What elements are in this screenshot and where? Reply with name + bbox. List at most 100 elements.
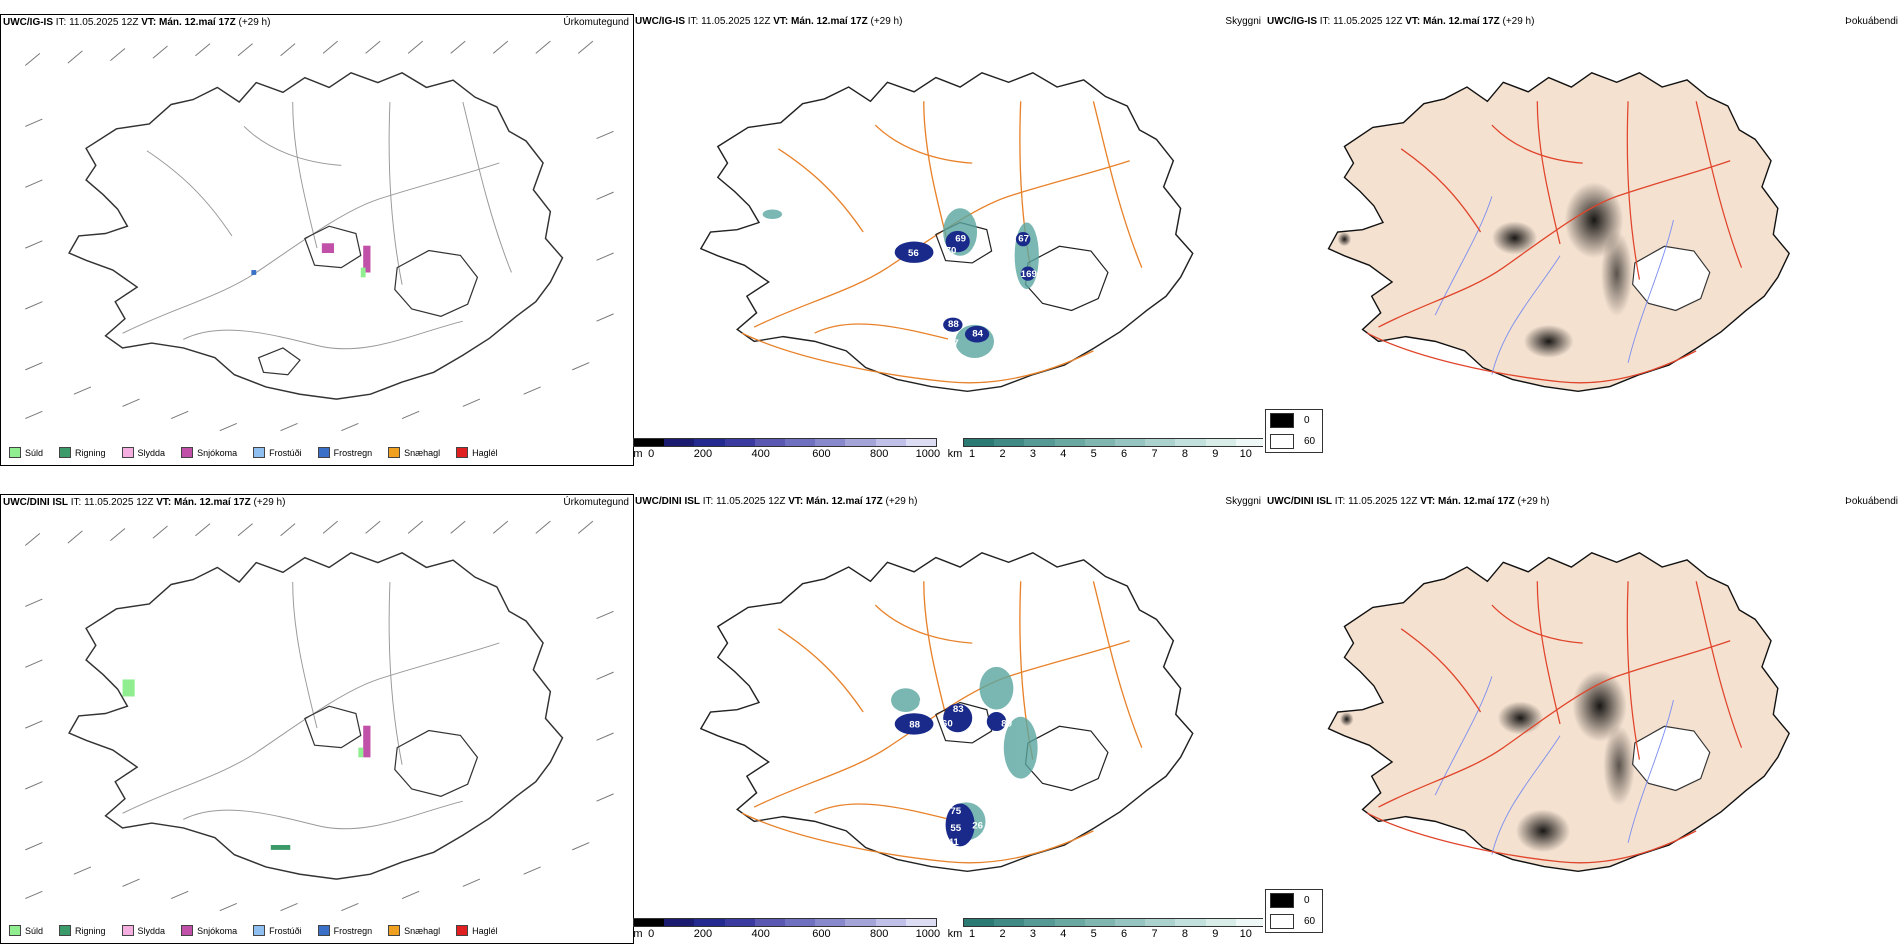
svg-text:169: 169 bbox=[1021, 269, 1037, 280]
colorbar-cell bbox=[1145, 919, 1176, 926]
svg-text:80: 80 bbox=[1001, 718, 1012, 729]
colorbar-tick: 2 bbox=[999, 448, 1006, 460]
colorbar-cell bbox=[1235, 439, 1263, 446]
fog-patches bbox=[1337, 182, 1633, 358]
colorbar-cell bbox=[1205, 439, 1236, 446]
svg-text:26: 26 bbox=[972, 821, 983, 832]
colorbar-cell bbox=[634, 439, 665, 446]
colorbar-cell bbox=[1084, 439, 1116, 446]
colorbar-tick: 3 bbox=[1029, 928, 1036, 940]
colorbar-tick: 3 bbox=[1029, 448, 1036, 460]
legend-swatch bbox=[317, 447, 330, 458]
colorbar-tick: 4 bbox=[1060, 448, 1067, 460]
cloud-vis-map: 56 70 69 67 169 72 88 67 84 57 59 bbox=[700, 72, 1194, 393]
visibility-colorbar: km 1 2 3 4 5 6 7 8 9 10 bbox=[948, 438, 1263, 461]
fog-map bbox=[1327, 552, 1790, 872]
cloud-vis-panel-bottom: UWC/DINI ISL IT: 11.05.2025 12Z VT: Mán.… bbox=[633, 494, 1263, 944]
legend-swatch bbox=[59, 447, 72, 458]
precip-legend: Súld Rigning Slydda Snjókoma Frostúði Fr… bbox=[9, 925, 510, 936]
visibility-colorbar: km 1 2 3 4 5 6 7 8 9 10 bbox=[948, 918, 1263, 941]
colorbar-cell bbox=[1235, 919, 1263, 926]
colorbar-cell bbox=[724, 919, 755, 926]
panel-title: UWC/IG-IS IT: 11.05.2025 12Z VT: Mán. 12… bbox=[635, 16, 903, 27]
colorbar-cell bbox=[1054, 919, 1085, 926]
colorbar-tick: 1 bbox=[969, 448, 976, 460]
colorbar-tick: 5 bbox=[1090, 928, 1097, 940]
colorbar-cell bbox=[1205, 919, 1236, 926]
colorbar-tick: 7 bbox=[1151, 928, 1158, 940]
panel-title: UWC/DINI ISL IT: 11.05.2025 12Z VT: Mán.… bbox=[3, 497, 286, 508]
colorbar-tick: 200 bbox=[693, 448, 713, 460]
panel-title: UWC/IG-IS IT: 11.05.2025 12Z VT: Mán. 12… bbox=[1267, 16, 1535, 27]
svg-text:55: 55 bbox=[950, 823, 961, 834]
roads bbox=[122, 101, 512, 350]
svg-text:88: 88 bbox=[909, 720, 920, 731]
colorbar-tick: 8 bbox=[1181, 928, 1188, 940]
legend-swatch bbox=[9, 447, 21, 458]
colorbar-cell bbox=[905, 439, 937, 446]
cloud-vis-panel-top: UWC/IG-IS IT: 11.05.2025 12Z VT: Mán. 12… bbox=[633, 14, 1263, 464]
fog-panel-bottom: UWC/DINI ISL IT: 11.05.2025 12Z VT: Mán.… bbox=[1265, 494, 1900, 944]
fog-legend-swatch bbox=[1270, 434, 1294, 449]
colorbar-cell bbox=[785, 439, 816, 446]
colorbar-cell bbox=[815, 919, 846, 926]
svg-text:69: 69 bbox=[955, 234, 966, 245]
colorbar-cell bbox=[1115, 919, 1146, 926]
colorbar-cell bbox=[1054, 439, 1085, 446]
svg-text:67: 67 bbox=[1018, 234, 1029, 245]
svg-text:57: 57 bbox=[953, 357, 964, 368]
svg-text:70: 70 bbox=[946, 245, 957, 256]
colorbar-cell bbox=[994, 919, 1025, 926]
colorbar-cell bbox=[754, 919, 786, 926]
rivers bbox=[1434, 196, 1674, 375]
svg-text:84: 84 bbox=[972, 329, 983, 340]
colorbar-tick: 6 bbox=[1121, 928, 1128, 940]
colorbar-cell bbox=[664, 919, 695, 926]
colorbar-tick: 10 bbox=[1239, 928, 1252, 940]
panel-title: UWC/IG-IS IT: 11.05.2025 12Z VT: Mán. 12… bbox=[3, 17, 271, 28]
legend-swatch bbox=[253, 447, 266, 458]
colorbar-tick: 800 bbox=[870, 448, 889, 460]
vis-panel-label: Skyggni bbox=[1225, 496, 1261, 507]
fog-panel-label: Þokuábendi bbox=[1845, 496, 1898, 507]
colorbar-cell bbox=[785, 919, 816, 926]
colorbar-cell bbox=[845, 919, 876, 926]
fog-legend: 0 60 bbox=[1265, 889, 1323, 933]
fog-map bbox=[1327, 72, 1790, 392]
colorbar-cell bbox=[994, 439, 1025, 446]
precip-panel-bottom: UWC/DINI ISL IT: 11.05.2025 12Z VT: Mán.… bbox=[0, 494, 634, 944]
cloud-labels: 56 70 69 67 169 72 88 67 84 57 59 bbox=[718, 196, 1037, 369]
colorbar-cell bbox=[845, 439, 876, 446]
panel-title: UWC/DINI ISL IT: 11.05.2025 12Z VT: Mán.… bbox=[1267, 496, 1550, 507]
fog-legend-swatch bbox=[1270, 413, 1294, 428]
legend-swatch bbox=[121, 447, 134, 458]
colorbar-tick: 1000 bbox=[915, 448, 941, 460]
colorbar-tick: 7 bbox=[1151, 448, 1158, 460]
colorbar-cell bbox=[694, 919, 725, 926]
colorbar-cell bbox=[875, 919, 906, 926]
colorbar-cell bbox=[964, 439, 995, 446]
colorbar-tick: 1000 bbox=[915, 928, 941, 940]
colorbar-cell bbox=[1175, 919, 1206, 926]
colorbar-cell bbox=[1145, 439, 1176, 446]
colorbar-cell bbox=[724, 439, 755, 446]
colorbar-cell bbox=[905, 919, 937, 926]
colorbar-tick: 400 bbox=[751, 928, 770, 940]
svg-text:67: 67 bbox=[948, 338, 959, 349]
colorbar-tick: 400 bbox=[751, 448, 770, 460]
colorbar-cell bbox=[664, 439, 695, 446]
colorbar-tick: 9 bbox=[1212, 448, 1219, 460]
legend-swatch bbox=[388, 447, 401, 458]
colorbar-tick: 0 bbox=[648, 928, 655, 940]
colorbar-cell bbox=[875, 439, 906, 446]
colorbar-cell bbox=[1115, 439, 1146, 446]
colorbar-tick: 600 bbox=[812, 448, 831, 460]
cloud-colorbar: m 0 200 400 600 800 1000 bbox=[633, 438, 941, 461]
colorbar-cell bbox=[754, 439, 786, 446]
panel-title: UWC/DINI ISL IT: 11.05.2025 12Z VT: Mán.… bbox=[635, 496, 918, 507]
precip-panel-label: Úrkomutegund bbox=[563, 497, 629, 508]
vis-panel-label: Skyggni bbox=[1225, 16, 1261, 27]
cloud-cells bbox=[894, 230, 1036, 343]
roads bbox=[1366, 101, 1743, 384]
precip-cells bbox=[251, 243, 371, 278]
